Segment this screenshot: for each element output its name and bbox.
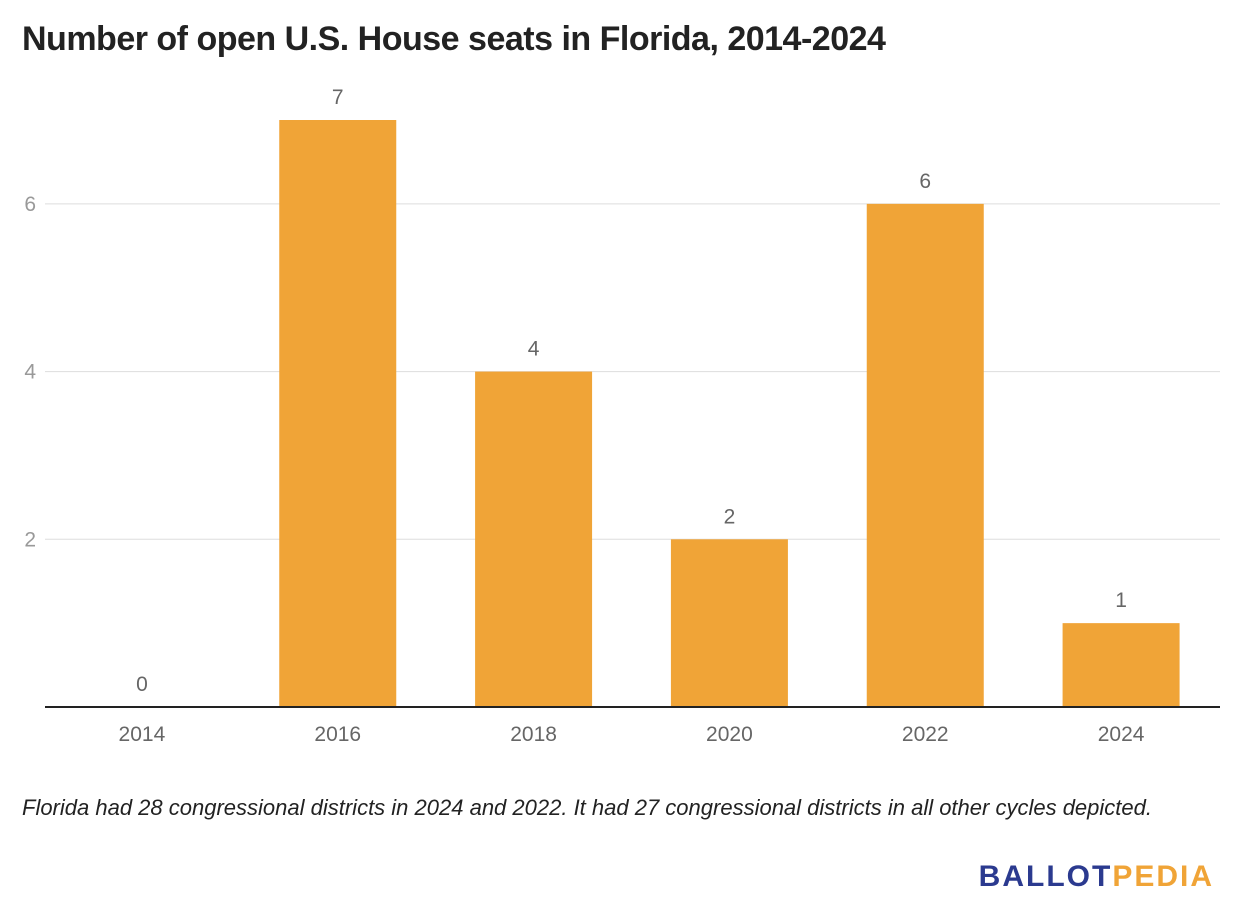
x-tick-label: 2018: [510, 723, 557, 746]
gridlines: [45, 203, 1220, 540]
x-tick-label: 2016: [314, 723, 361, 746]
x-tick-labels: 2014 2016 2018 2020 2022 2024: [119, 723, 1145, 746]
data-label: 4: [528, 338, 540, 361]
data-label: 6: [919, 170, 931, 193]
data-label: 1: [1115, 589, 1127, 612]
logo-part-ballot: BALLOT: [978, 860, 1113, 893]
chart-title: Number of open U.S. House seats in Flori…: [22, 20, 886, 58]
y-tick-label: 2: [24, 528, 36, 551]
logo-part-pedia: PEDIA: [1112, 860, 1214, 893]
x-tick-label: 2020: [706, 723, 753, 746]
y-tick-label: 6: [24, 193, 36, 216]
bar-chart: 0 7 4 2 6 1 2014 2016 2018 2020 2022 2024 2 4 6: [24, 86, 1220, 746]
bar: [866, 203, 984, 707]
ballotpedia-logo: BALLOTPEDIA: [979, 860, 1214, 894]
bars: [279, 120, 1180, 707]
data-label: 2: [724, 505, 736, 528]
x-tick-label: 2024: [1098, 723, 1145, 746]
bar: [1062, 623, 1180, 707]
data-label: 7: [332, 86, 344, 109]
bar: [475, 371, 593, 707]
x-tick-label: 2022: [902, 723, 949, 746]
y-tick-labels: 2 4 6: [24, 193, 36, 551]
bar: [279, 120, 397, 707]
bar: [670, 539, 788, 707]
data-label: 0: [136, 673, 148, 696]
y-tick-label: 4: [24, 361, 36, 384]
x-tick-label: 2014: [119, 723, 166, 746]
data-labels: 0 7 4 2 6 1: [136, 86, 1127, 696]
footnote: Florida had 28 congressional districts i…: [22, 795, 1152, 820]
